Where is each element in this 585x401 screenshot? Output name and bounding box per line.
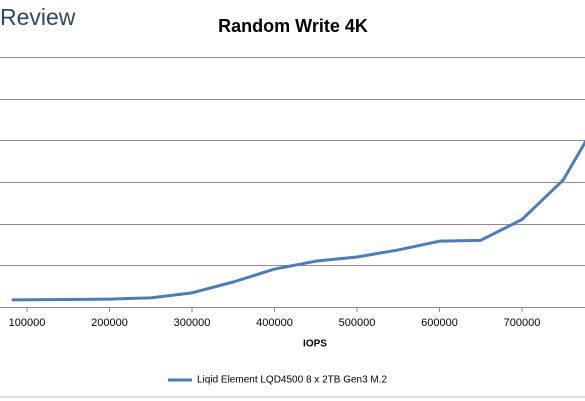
x-tick-label: 300000 (174, 317, 211, 329)
x-tick-label: 400000 (256, 317, 293, 329)
x-tick-label: 700000 (504, 317, 541, 329)
x-tick-label: 100000 (9, 317, 46, 329)
legend-label: Liqid Element LQD4500 8 x 2TB Gen3 M.2 (197, 375, 388, 386)
x-axis-label: IOPS (303, 339, 327, 350)
x-tick-label: 600000 (421, 317, 458, 329)
chart-title: Random Write 4K (218, 16, 368, 36)
x-tick-label: 200000 (91, 317, 128, 329)
data-line (11, 139, 585, 302)
brand-logo: Review (0, 4, 76, 30)
x-tick-label: 500000 (339, 317, 376, 329)
